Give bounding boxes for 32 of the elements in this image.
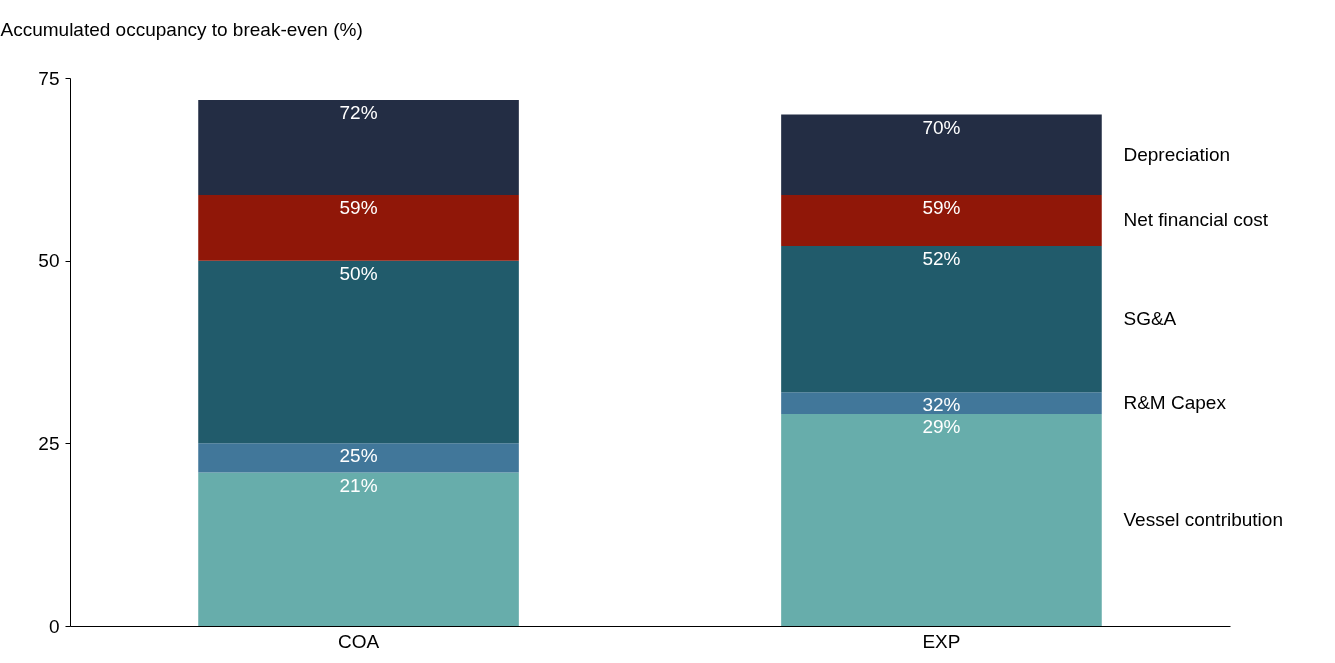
series-label: SG&A — [1123, 308, 1177, 330]
series-label: Net financial cost — [1123, 209, 1269, 231]
annotation: 21% — [339, 474, 378, 496]
annotation: 29% — [922, 416, 961, 438]
bar — [781, 114, 1102, 195]
bar — [198, 472, 519, 626]
series-label: Vessel contribution — [1123, 509, 1283, 531]
bar — [781, 392, 1102, 415]
y-axis-title: Accumulated occupancy to break-even (%) — [0, 18, 363, 40]
bar — [198, 443, 519, 473]
y-tick-label: 75 — [38, 67, 60, 89]
bar — [198, 194, 519, 261]
annotation: 32% — [922, 394, 961, 416]
y-tick-label: 25 — [38, 432, 60, 454]
annotation: 59% — [339, 196, 378, 218]
annotation: 70% — [922, 116, 961, 138]
series-label: R&M Capex — [1123, 392, 1227, 414]
annotation: 52% — [922, 248, 961, 270]
annotation: 59% — [922, 196, 961, 218]
series-label: Depreciation — [1123, 143, 1231, 165]
bar — [781, 414, 1102, 626]
annotation: 72% — [339, 101, 378, 123]
x-tick-label: EXP — [922, 630, 961, 652]
bar — [198, 260, 519, 444]
annotation: 25% — [339, 445, 378, 467]
x-tick-label: COA — [337, 630, 380, 652]
y-tick-label: 0 — [48, 615, 60, 637]
annotation: 50% — [339, 262, 378, 284]
y-tick-label: 50 — [38, 250, 60, 272]
bar — [781, 194, 1102, 247]
bar — [198, 99, 519, 195]
bar — [781, 246, 1102, 393]
